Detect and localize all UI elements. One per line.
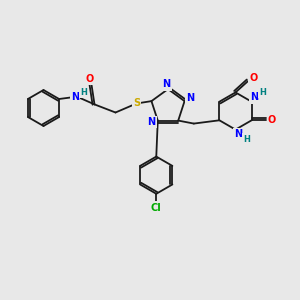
Text: H: H bbox=[244, 135, 250, 144]
Text: Cl: Cl bbox=[151, 202, 162, 213]
Text: N: N bbox=[147, 117, 155, 127]
Text: H: H bbox=[260, 88, 266, 97]
Text: N: N bbox=[186, 93, 194, 103]
Text: H: H bbox=[80, 88, 87, 97]
Text: O: O bbox=[86, 74, 94, 84]
Text: N: N bbox=[234, 129, 243, 139]
Text: N: N bbox=[250, 92, 259, 102]
Text: S: S bbox=[133, 98, 140, 109]
Text: N: N bbox=[162, 79, 171, 89]
Text: N: N bbox=[71, 92, 79, 103]
Text: O: O bbox=[249, 73, 258, 83]
Text: O: O bbox=[268, 115, 276, 125]
